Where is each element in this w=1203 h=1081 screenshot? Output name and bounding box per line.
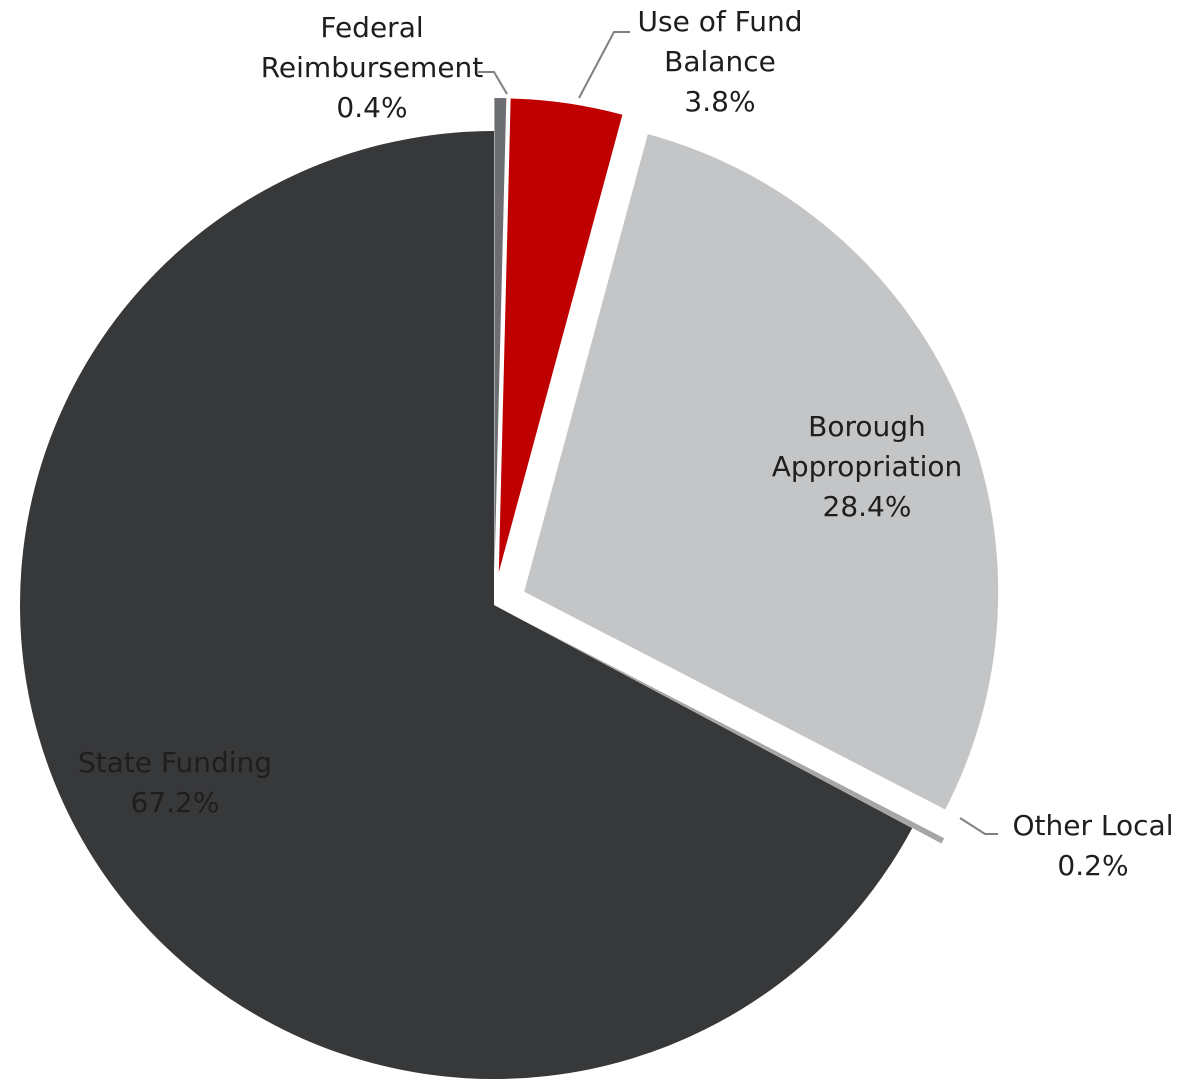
slice-label-federal-reimbursement: Federal Reimbursement 0.4% xyxy=(261,11,484,124)
slice-category-label: Reimbursement xyxy=(261,51,484,84)
pie-slice-borough-appropriation xyxy=(524,134,999,810)
slice-category-label: Use of Fund xyxy=(638,5,803,38)
slice-label-state-funding: State Funding 67.2% xyxy=(78,746,272,819)
pie-slice-other-local xyxy=(523,620,945,844)
leader-line-use-of-fund-balance xyxy=(578,31,630,99)
leader-lines xyxy=(478,31,998,835)
slice-value-label: 0.4% xyxy=(336,91,407,124)
pie-slice-state-funding xyxy=(19,131,913,1079)
slice-label-use-of-fund-balance: Use of Fund Balance 3.8% xyxy=(638,5,803,118)
pie-slice-federal-reimbursement xyxy=(494,98,507,573)
slice-category-label: Borough xyxy=(808,410,926,443)
slice-labels: Federal Reimbursement 0.4% Use of Fund Balan… xyxy=(78,5,1174,882)
slice-value-label: 0.2% xyxy=(1057,849,1128,882)
slice-category-label: Appropriation xyxy=(772,450,963,483)
leader-line-other-local xyxy=(959,817,998,835)
slice-category-label: Other Local xyxy=(1013,809,1174,842)
slice-value-label: 28.4% xyxy=(823,490,912,523)
slice-category-label: State Funding xyxy=(78,746,272,779)
slice-value-label: 3.8% xyxy=(684,85,755,118)
pie-slice-use-of-fund-balance xyxy=(498,98,623,573)
slice-label-borough-appropriation: Borough Appropriation 28.4% xyxy=(772,410,963,523)
slice-category-label: Balance xyxy=(664,45,776,78)
slice-label-other-local: Other Local 0.2% xyxy=(1013,809,1174,882)
slice-value-label: 67.2% xyxy=(131,786,220,819)
pie-slices xyxy=(19,98,999,1079)
leader-line-federal-reimbursement xyxy=(478,71,508,95)
slice-category-label: Federal xyxy=(320,11,423,44)
